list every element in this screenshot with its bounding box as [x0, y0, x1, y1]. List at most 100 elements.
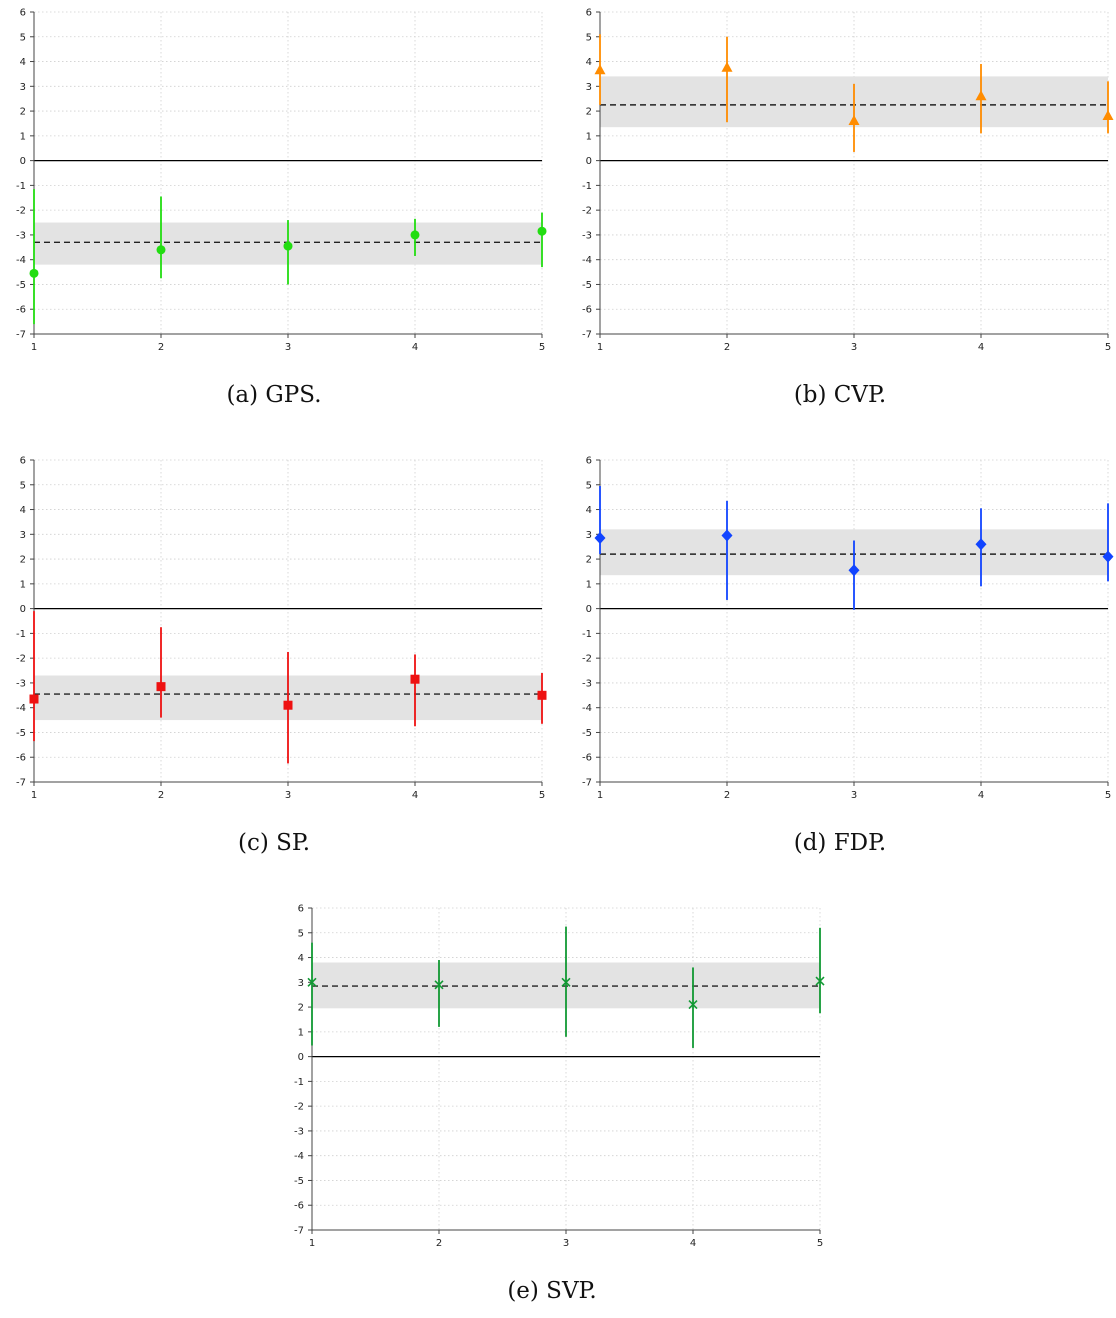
y-tick-label: -4	[16, 255, 26, 266]
y-tick-label: -2	[582, 654, 592, 665]
data-point-stroke	[561, 977, 571, 987]
y-tick-label: -7	[582, 330, 592, 341]
y-tick-label: 5	[298, 928, 304, 939]
y-tick-label: -4	[582, 255, 592, 266]
y-tick-label: -4	[294, 1151, 304, 1162]
x-tick-label: 5	[1105, 790, 1111, 801]
x-tick-label: 1	[597, 342, 603, 353]
y-tick-label: 1	[586, 579, 592, 590]
y-tick-label: -7	[582, 778, 592, 789]
x-tick-label: 2	[158, 342, 164, 353]
data-point	[156, 245, 166, 255]
y-tick-label: 0	[20, 156, 26, 167]
x-tick-label: 3	[851, 790, 857, 801]
y-tick-label: 3	[20, 530, 26, 541]
y-tick-label: -6	[294, 1201, 304, 1212]
x-tick-label: 5	[539, 342, 545, 353]
y-tick-label: -7	[16, 778, 26, 789]
y-tick-label: 1	[586, 131, 592, 142]
y-tick-label: -7	[16, 330, 26, 341]
data-point	[561, 977, 571, 987]
chart-panel-d: 6 5 4 3 2 1 0 -1 -2 -3 -4 -5 -6 -7 1 2 3 4 5 (d) FDP.	[570, 454, 1114, 856]
x-tick-label: 3	[851, 342, 857, 353]
y-tick-label: -2	[294, 1102, 304, 1113]
y-tick-label: -1	[16, 629, 26, 640]
chart-caption-b: (b) CVP.	[793, 382, 887, 408]
data-point	[537, 690, 547, 700]
chart-c: 6 5 4 3 2 1 0 -1 -2 -3 -4 -5 -6 -7 1 2 3 4 5	[16, 456, 547, 801]
x-tick-label: 2	[724, 342, 730, 353]
x-tick-label: 1	[597, 790, 603, 801]
y-tick-label: -3	[582, 230, 592, 241]
x-tick-label: 1	[31, 790, 37, 801]
data-point	[537, 226, 547, 236]
data-point-stroke	[688, 1000, 698, 1010]
data-point	[283, 700, 293, 710]
y-tick-label: -6	[582, 753, 592, 764]
data-point	[848, 564, 860, 577]
y-tick-label: -2	[582, 206, 592, 217]
y-tick-label: 4	[298, 953, 304, 964]
data-point	[410, 230, 420, 240]
y-tick-label: 3	[586, 530, 592, 541]
data-point	[29, 694, 39, 704]
y-tick-label: -5	[16, 728, 26, 739]
data-point	[434, 980, 444, 990]
y-tick-label: 5	[586, 480, 592, 491]
y-tick-label: 5	[586, 32, 592, 43]
data-point	[594, 64, 606, 75]
y-tick-label: -5	[582, 280, 592, 291]
x-tick-label: 5	[1105, 342, 1111, 353]
y-tick-label: 5	[20, 32, 26, 43]
data-point	[1102, 110, 1114, 121]
y-tick-label: 0	[20, 604, 26, 615]
y-tick-label: 0	[586, 604, 592, 615]
y-tick-label: 0	[298, 1052, 304, 1063]
y-tick-label: 4	[586, 57, 592, 68]
y-tick-label: 3	[298, 978, 304, 989]
y-tick-label: -2	[16, 654, 26, 665]
x-tick-label: 4	[690, 1238, 696, 1249]
y-tick-label: -3	[294, 1126, 304, 1137]
data-point	[1102, 550, 1114, 563]
y-tick-label: 4	[20, 505, 26, 516]
y-tick-label: 0	[586, 156, 592, 167]
y-tick-label: 2	[586, 555, 592, 566]
y-tick-label: 6	[586, 8, 592, 19]
x-tick-label: 3	[285, 790, 291, 801]
chart-caption-d: (d) FDP.	[793, 830, 887, 856]
y-tick-label: -6	[582, 305, 592, 316]
chart-d: 6 5 4 3 2 1 0 -1 -2 -3 -4 -5 -6 -7 1 2 3 4 5	[582, 456, 1114, 801]
y-tick-label: -1	[582, 181, 592, 192]
y-tick-label: 6	[298, 904, 304, 915]
chart-caption-a: (a) GPS.	[226, 382, 322, 408]
y-tick-label: 4	[20, 57, 26, 68]
y-tick-label: -5	[16, 280, 26, 291]
x-tick-label: 4	[978, 342, 984, 353]
y-tick-label: 3	[20, 82, 26, 93]
data-point-stroke	[307, 977, 317, 987]
data-point-stroke	[815, 976, 825, 986]
x-tick-label: 4	[978, 790, 984, 801]
chart-caption-e: (e) SVP.	[507, 1278, 597, 1304]
y-tick-label: -1	[294, 1077, 304, 1088]
data-point	[815, 976, 825, 986]
y-tick-label: 1	[20, 579, 26, 590]
y-tick-label: -1	[16, 181, 26, 192]
chart-e: 6 5 4 3 2 1 0 -1 -2 -3 -4 -5 -6 -7 1 2 3 4 5	[294, 904, 825, 1249]
data-point	[975, 538, 987, 551]
data-point	[721, 61, 733, 72]
chart-caption-c: (c) SP.	[237, 830, 311, 856]
data-point-stroke	[434, 980, 444, 990]
y-tick-label: 2	[20, 555, 26, 566]
y-tick-label: -3	[582, 678, 592, 689]
y-tick-label: 2	[298, 1003, 304, 1014]
y-tick-label: 1	[20, 131, 26, 142]
data-point	[848, 114, 860, 125]
y-tick-label: 3	[586, 82, 592, 93]
y-tick-label: -3	[16, 230, 26, 241]
data-point	[688, 1000, 698, 1010]
data-point	[410, 674, 420, 684]
x-tick-label: 4	[412, 342, 418, 353]
y-tick-label: -5	[294, 1176, 304, 1187]
